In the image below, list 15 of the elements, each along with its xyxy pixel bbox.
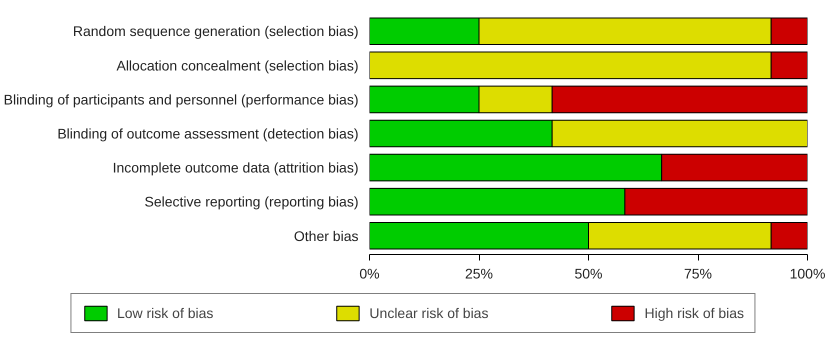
x-tick-label: 75% bbox=[684, 266, 712, 282]
x-tick-label: 100% bbox=[790, 266, 826, 282]
y-tick-label: Blinding of outcome assessment (detection bias) bbox=[57, 126, 359, 142]
legend-label: Unclear risk of bias bbox=[369, 305, 488, 321]
y-tick-label: Selective reporting (reporting bias) bbox=[144, 194, 359, 210]
x-tick-label: 25% bbox=[464, 266, 494, 282]
x-tick-label: 50% bbox=[574, 266, 603, 282]
y-tick-label: Random sequence generation (selection bias) bbox=[72, 23, 359, 40]
legend-label: Low risk of bias bbox=[116, 305, 214, 321]
y-tick-label: Allocation concealment (selection bias) bbox=[116, 57, 359, 74]
legend-label: High risk of bias bbox=[644, 305, 744, 321]
y-tick-label: Blinding of participants and personnel (performance bias) bbox=[4, 91, 359, 108]
y-tick-label: Incomplete outcome data (attrition bias) bbox=[112, 160, 359, 176]
x-tick-label: 0% bbox=[359, 266, 380, 282]
y-tick-label: Other bias bbox=[294, 228, 359, 244]
